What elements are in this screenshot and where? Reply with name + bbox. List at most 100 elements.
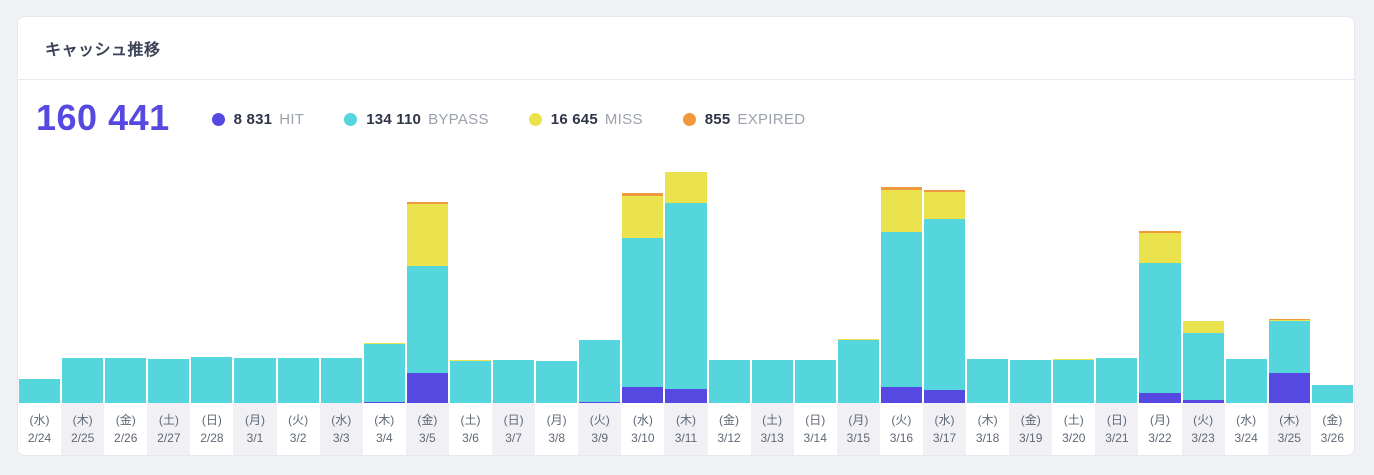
axis-label-2-26: (金) 2/26 <box>104 403 147 455</box>
bypass-segment <box>923 219 966 390</box>
axis-date: 3/15 <box>846 431 870 445</box>
bar-3-20[interactable] <box>1052 155 1095 403</box>
axis-label-3-10: (水) 3/10 <box>621 403 664 455</box>
bar-3-22[interactable] <box>1138 155 1181 403</box>
hit-segment <box>880 387 922 403</box>
bar-3-5[interactable] <box>406 155 449 403</box>
axis-label-3-1: (月) 3/1 <box>233 403 277 455</box>
bypass-segment <box>967 359 1009 403</box>
bar-2-26[interactable] <box>104 155 147 403</box>
bar-3-21[interactable] <box>1095 155 1138 403</box>
bar-3-15[interactable] <box>837 155 880 403</box>
axis-date: 3/17 <box>932 431 957 445</box>
axis-weekday: (日) <box>503 413 524 427</box>
bypass-dot-icon <box>344 113 358 126</box>
bypass-segment <box>1311 385 1353 403</box>
bar-3-25[interactable] <box>1268 155 1311 403</box>
bypass-label: BYPASS <box>428 111 489 128</box>
bar-3-19[interactable] <box>1009 155 1052 403</box>
bypass-segment <box>1139 263 1181 393</box>
bypass-segment <box>536 361 578 403</box>
bar-3-14[interactable] <box>794 155 837 403</box>
miss-segment <box>622 196 664 238</box>
bypass-segment <box>794 360 836 403</box>
bar-3-11[interactable] <box>664 155 707 403</box>
bar-3-12[interactable] <box>708 155 751 403</box>
axis-label-3-15: (月) 3/15 <box>836 403 880 455</box>
bypass-segment <box>148 359 190 403</box>
bar-2-27[interactable] <box>147 155 190 403</box>
bar-3-10[interactable] <box>621 155 664 403</box>
axis-label-3-21: (日) 3/21 <box>1095 403 1139 455</box>
axis-date: 3/22 <box>1148 431 1172 445</box>
axis-date: 3/20 <box>1062 431 1086 445</box>
bar-3-16[interactable] <box>880 155 923 403</box>
axis-date: 2/28 <box>200 431 224 445</box>
axis-weekday: (土) <box>762 413 783 427</box>
bypass-segment <box>234 358 276 403</box>
axis-label-3-6: (土) 3/6 <box>449 403 492 455</box>
axis-label-3-2: (火) 3/2 <box>277 403 320 455</box>
cache-chart-card: キャッシュ推移 160 441 8 831 HIT 134 110 BYPASS… <box>17 16 1355 456</box>
stacked-bar-chart <box>18 155 1354 403</box>
expired-segment <box>880 187 922 190</box>
chart-legend: 8 831 HIT 134 110 BYPASS 16 645 MISS 855… <box>211 107 806 128</box>
expired-segment <box>1268 319 1310 320</box>
axis-weekday: (火) <box>589 413 610 427</box>
bar-3-24[interactable] <box>1225 155 1268 403</box>
card-header: キャッシュ推移 <box>18 17 1354 80</box>
axis-label-3-8: (月) 3/8 <box>535 403 578 455</box>
bar-3-26[interactable] <box>1311 155 1354 403</box>
axis-label-3-5: (金) 3/5 <box>405 403 449 455</box>
axis-date: 3/23 <box>1191 431 1215 445</box>
bar-2-24[interactable] <box>18 155 61 403</box>
bypass-segment <box>1096 358 1138 403</box>
axis-weekday: (金) <box>1322 413 1343 427</box>
bypass-segment <box>62 358 104 403</box>
expired-segment <box>406 202 448 204</box>
bar-3-18[interactable] <box>966 155 1009 403</box>
axis-date: 3/3 <box>332 431 350 445</box>
axis-weekday: (水) <box>632 413 653 427</box>
axis-label-2-25: (木) 2/25 <box>61 403 105 455</box>
axis-label-3-19: (金) 3/19 <box>1009 403 1053 455</box>
bar-3-7[interactable] <box>492 155 535 403</box>
bar-3-8[interactable] <box>535 155 578 403</box>
bar-3-9[interactable] <box>578 155 621 403</box>
bar-3-1[interactable] <box>233 155 276 403</box>
bypass-segment <box>493 360 535 403</box>
bypass-segment <box>579 340 621 402</box>
axis-weekday: (木) <box>675 413 696 427</box>
axis-weekday: (水) <box>331 413 352 427</box>
bar-3-2[interactable] <box>277 155 320 403</box>
bypass-segment <box>1053 360 1095 403</box>
miss-segment <box>449 360 492 361</box>
axis-label-3-23: (火) 3/23 <box>1181 403 1225 455</box>
bypass-segment <box>708 360 750 403</box>
bar-3-17[interactable] <box>923 155 966 403</box>
axis-weekday: (水) <box>934 413 955 427</box>
axis-date: 3/1 <box>246 431 264 445</box>
bar-3-4[interactable] <box>363 155 406 403</box>
bypass-segment <box>1225 359 1267 403</box>
axis-weekday: (火) <box>288 413 309 427</box>
bar-3-13[interactable] <box>751 155 794 403</box>
axis-weekday: (金) <box>1020 413 1041 427</box>
hit-count: 8 831 <box>233 111 273 128</box>
bar-2-28[interactable] <box>190 155 233 403</box>
hit-segment <box>665 389 707 403</box>
axis-weekday: (日) <box>805 413 826 427</box>
bar-2-25[interactable] <box>61 155 104 403</box>
axis-label-2-24: (水) 2/24 <box>18 403 61 455</box>
bypass-segment <box>1268 321 1310 373</box>
bar-3-23[interactable] <box>1182 155 1225 403</box>
expired-dot-icon <box>682 113 696 126</box>
bypass-segment <box>277 358 319 403</box>
axis-date: 3/13 <box>760 431 784 445</box>
axis-weekday: (木) <box>72 413 93 427</box>
axis-label-3-7: (日) 3/7 <box>492 403 536 455</box>
axis-date: 3/26 <box>1320 431 1345 445</box>
bar-3-3[interactable] <box>320 155 363 403</box>
legend-item-bypass: 134 110 BYPASS <box>344 111 489 128</box>
bar-3-6[interactable] <box>449 155 492 403</box>
